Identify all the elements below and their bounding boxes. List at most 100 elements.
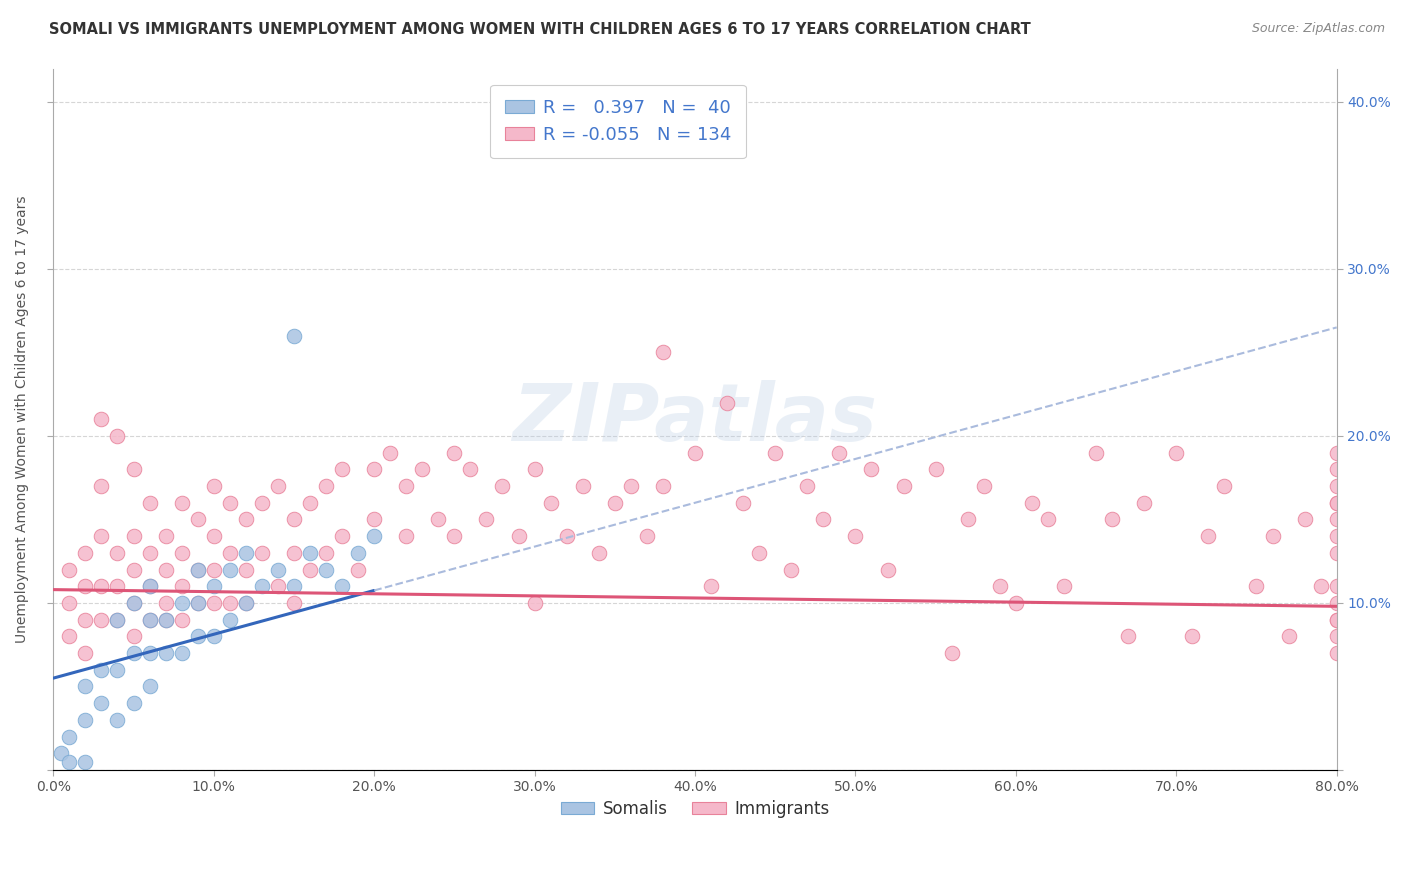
Point — [844, 529, 866, 543]
Point — [523, 596, 546, 610]
Point — [748, 546, 770, 560]
Point — [620, 479, 643, 493]
Point — [170, 596, 193, 610]
Point — [1213, 479, 1236, 493]
Point — [1181, 629, 1204, 643]
Point — [283, 512, 305, 526]
Point — [1261, 529, 1284, 543]
Point — [491, 479, 513, 493]
Point — [170, 546, 193, 560]
Point — [973, 479, 995, 493]
Point — [187, 563, 209, 577]
Point — [1326, 479, 1348, 493]
Point — [218, 563, 240, 577]
Point — [235, 546, 257, 560]
Point — [155, 646, 177, 660]
Point — [941, 646, 963, 660]
Point — [58, 563, 80, 577]
Point — [170, 496, 193, 510]
Point — [138, 646, 160, 660]
Point — [250, 496, 273, 510]
Point — [75, 713, 97, 727]
Point — [122, 629, 145, 643]
Point — [828, 445, 851, 459]
Y-axis label: Unemployment Among Women with Children Ages 6 to 17 years: Unemployment Among Women with Children A… — [15, 195, 30, 643]
Point — [1326, 445, 1348, 459]
Point — [58, 596, 80, 610]
Point — [651, 479, 673, 493]
Point — [122, 696, 145, 710]
Point — [330, 529, 353, 543]
Point — [1246, 579, 1268, 593]
Point — [138, 680, 160, 694]
Point — [603, 496, 626, 510]
Point — [1005, 596, 1028, 610]
Point — [315, 546, 337, 560]
Point — [796, 479, 818, 493]
Point — [122, 563, 145, 577]
Point — [75, 546, 97, 560]
Point — [90, 579, 112, 593]
Point — [107, 713, 129, 727]
Point — [860, 462, 883, 476]
Point — [138, 579, 160, 593]
Point — [58, 629, 80, 643]
Legend: Somalis, Immigrants: Somalis, Immigrants — [554, 794, 837, 825]
Point — [90, 696, 112, 710]
Point — [1326, 596, 1348, 610]
Point — [1294, 512, 1316, 526]
Point — [283, 328, 305, 343]
Point — [636, 529, 658, 543]
Point — [427, 512, 450, 526]
Point — [1326, 613, 1348, 627]
Point — [298, 546, 321, 560]
Point — [155, 596, 177, 610]
Point — [298, 496, 321, 510]
Point — [1326, 579, 1348, 593]
Point — [170, 613, 193, 627]
Point — [187, 563, 209, 577]
Point — [107, 613, 129, 627]
Point — [1101, 512, 1123, 526]
Point — [235, 596, 257, 610]
Point — [298, 563, 321, 577]
Point — [90, 479, 112, 493]
Point — [1197, 529, 1219, 543]
Point — [155, 529, 177, 543]
Point — [1277, 629, 1299, 643]
Point — [1326, 529, 1348, 543]
Point — [90, 613, 112, 627]
Point — [58, 730, 80, 744]
Point — [1116, 629, 1139, 643]
Point — [122, 646, 145, 660]
Point — [170, 579, 193, 593]
Point — [107, 579, 129, 593]
Point — [283, 579, 305, 593]
Point — [523, 462, 546, 476]
Point — [716, 395, 738, 409]
Text: ZIPatlas: ZIPatlas — [513, 380, 877, 458]
Point — [1326, 629, 1348, 643]
Point — [1326, 496, 1348, 510]
Point — [363, 529, 385, 543]
Point — [75, 613, 97, 627]
Point — [683, 445, 706, 459]
Point — [122, 596, 145, 610]
Point — [733, 496, 755, 510]
Text: SOMALI VS IMMIGRANTS UNEMPLOYMENT AMONG WOMEN WITH CHILDREN AGES 6 TO 17 YEARS C: SOMALI VS IMMIGRANTS UNEMPLOYMENT AMONG … — [49, 22, 1031, 37]
Point — [1326, 496, 1348, 510]
Point — [267, 579, 290, 593]
Point — [155, 613, 177, 627]
Point — [58, 755, 80, 769]
Point — [187, 596, 209, 610]
Point — [380, 445, 402, 459]
Point — [75, 646, 97, 660]
Point — [107, 663, 129, 677]
Point — [202, 529, 225, 543]
Point — [90, 529, 112, 543]
Point — [347, 546, 370, 560]
Point — [202, 596, 225, 610]
Point — [235, 512, 257, 526]
Point — [395, 529, 418, 543]
Point — [395, 479, 418, 493]
